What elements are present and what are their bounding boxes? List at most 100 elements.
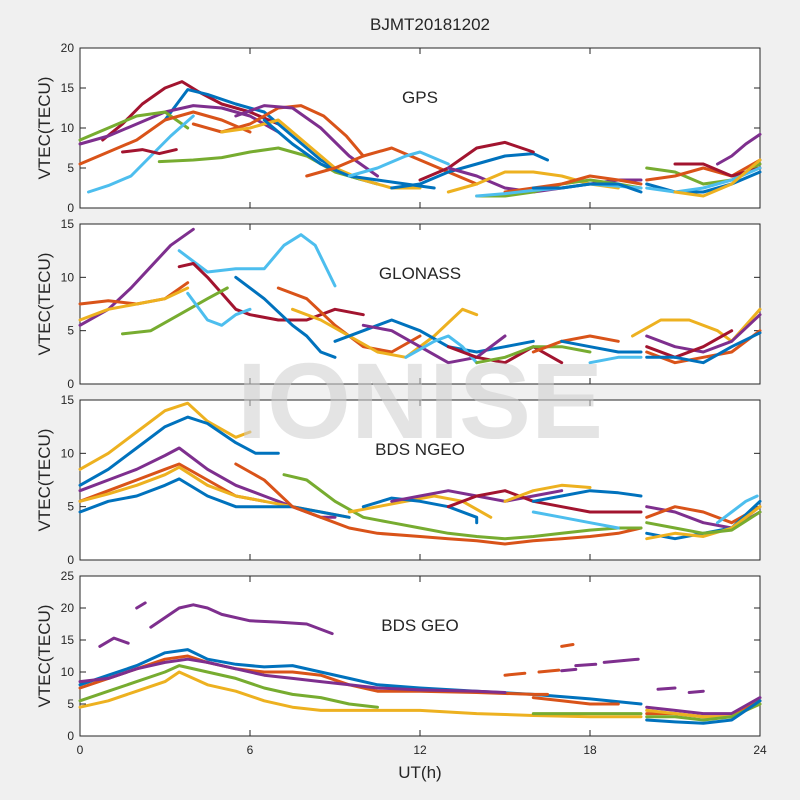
y-tick-label: 5: [67, 500, 74, 514]
series-line: [673, 158, 762, 198]
series-line: [347, 150, 450, 178]
series-line: [404, 334, 479, 365]
series-line: [645, 510, 762, 535]
axes-panel: 0 6 12 18 24 0 5 10 15 20 25 BDS GEO VTEC(TECU): [35, 569, 767, 757]
y-tick-label: 0: [67, 553, 74, 567]
series-line: [687, 689, 705, 694]
series-line: [645, 696, 762, 716]
series-line: [361, 323, 507, 365]
series-line: [531, 489, 643, 503]
series-line: [78, 664, 379, 709]
y-tick-label: 15: [61, 633, 75, 647]
series-line: [537, 668, 561, 674]
series-line: [121, 148, 178, 156]
y-tick-label: 20: [61, 41, 75, 55]
series-line: [361, 496, 479, 525]
series-line: [716, 494, 759, 525]
series-line: [101, 80, 280, 142]
y-tick-label: 0: [67, 729, 74, 743]
x-tick-label: 12: [413, 743, 427, 757]
series-line: [390, 152, 549, 190]
y-tick-label: 15: [61, 81, 75, 95]
series-line: [333, 318, 535, 354]
x-tick-label: 24: [753, 743, 767, 757]
series-line: [78, 415, 280, 487]
x-tick-label: 6: [247, 743, 254, 757]
series-line: [78, 286, 190, 322]
series-line: [622, 657, 640, 662]
series-line: [234, 462, 643, 546]
series-line: [503, 483, 592, 503]
series-line: [78, 657, 507, 694]
y-axis-label: VTEC(TECU): [35, 253, 54, 356]
y-tick-label: 0: [67, 201, 74, 215]
series-line: [645, 331, 762, 365]
series-line: [186, 291, 252, 327]
series-line: [177, 233, 337, 288]
panel-label: GPS: [402, 88, 438, 107]
series-line: [531, 182, 643, 194]
y-tick-label: 10: [61, 270, 75, 284]
y-axis-label: VTEC(TECU): [35, 429, 54, 532]
series-line: [234, 275, 337, 359]
series-line: [560, 667, 578, 673]
series-line: [503, 174, 643, 194]
y-tick-label: 10: [61, 446, 75, 460]
series-line: [78, 670, 643, 719]
series-line: [602, 659, 626, 664]
series-line: [560, 339, 643, 354]
series-line: [588, 355, 643, 365]
panel-label: BDS NGEO: [375, 440, 465, 459]
series-line: [418, 140, 535, 182]
y-tick-label: 0: [67, 377, 74, 391]
series-line: [78, 477, 351, 519]
y-tick-label: 10: [61, 121, 75, 135]
series-line: [574, 662, 598, 668]
series-line: [135, 601, 147, 610]
series-line: [282, 473, 643, 541]
series-line: [645, 158, 762, 182]
chart-title: BJMT20181202: [370, 15, 490, 34]
series-line: [645, 329, 762, 365]
series-line: [531, 334, 620, 354]
series-line: [560, 643, 575, 648]
series-line: [531, 510, 620, 530]
series-line: [645, 699, 762, 725]
x-axis-label: UT(h): [398, 763, 441, 782]
series-line: [149, 603, 334, 636]
series-line: [645, 505, 762, 541]
series-line: [220, 118, 422, 190]
y-axis-label: VTEC(TECU): [35, 605, 54, 708]
axes-panel: 0 5 10 15 20 GPS VTEC(TECU): [35, 41, 762, 215]
series-line: [531, 696, 620, 706]
series-line: [347, 494, 493, 519]
series-line: [78, 104, 280, 146]
panel-label: BDS GEO: [381, 616, 458, 635]
series-line: [446, 489, 643, 514]
y-tick-label: 25: [61, 569, 75, 583]
series-line: [716, 132, 762, 166]
x-tick-label: 18: [583, 743, 597, 757]
series-line: [446, 345, 564, 365]
y-tick-label: 15: [61, 393, 75, 407]
series-line: [78, 110, 252, 166]
series-line: [645, 329, 734, 359]
series-line: [475, 345, 592, 365]
series-line: [503, 671, 527, 677]
watermark-text: IONISE: [237, 340, 603, 461]
series-line: [645, 313, 762, 354]
axes-panel: 0 5 10 15 GLONASS VTEC(TECU): [35, 217, 762, 391]
y-tick-label: 20: [61, 601, 75, 615]
panel-label: GLONASS: [379, 264, 461, 283]
series-line: [78, 401, 252, 471]
y-tick-label: 15: [61, 217, 75, 231]
series-line: [656, 686, 677, 691]
y-tick-label: 5: [67, 324, 74, 338]
series-line: [291, 307, 479, 359]
series-line: [87, 114, 195, 194]
y-tick-label: 5: [67, 161, 74, 175]
series-line: [121, 286, 229, 336]
axes-panel: 0 5 10 15 BDS NGEO VTEC(TECU): [35, 393, 762, 567]
series-line: [98, 636, 130, 648]
